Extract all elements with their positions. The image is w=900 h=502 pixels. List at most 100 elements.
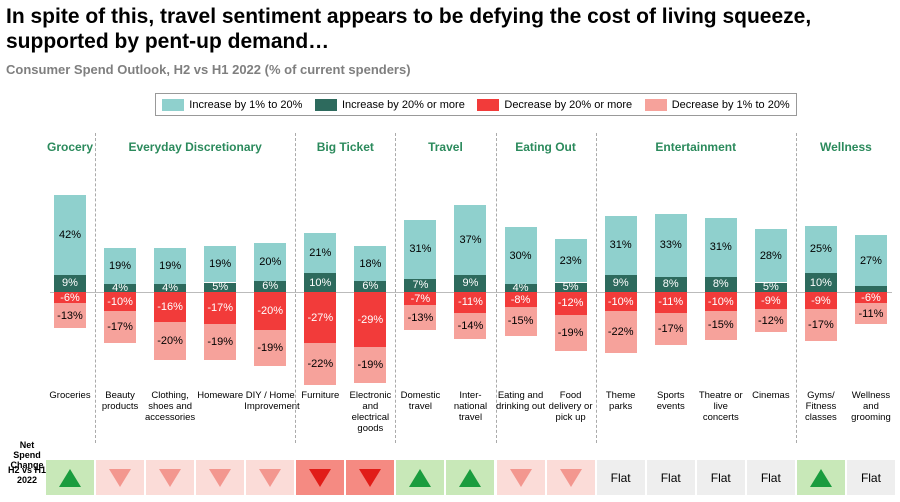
bar-segment: [704, 292, 737, 311]
bar-segment: [154, 248, 187, 285]
value-label: -10%: [107, 295, 133, 308]
value-label: 30%: [509, 249, 532, 262]
legend-label: Decrease by 20% or more: [504, 98, 633, 111]
value-label: 9%: [462, 277, 479, 290]
bar-segment: [704, 276, 737, 292]
net-change-cell: Flat: [696, 460, 745, 495]
group-divider: [395, 133, 397, 443]
value-label: 33%: [659, 239, 682, 252]
group-label: Grocery: [46, 140, 94, 154]
arrow-shape: [209, 468, 232, 487]
bar-segment: [554, 282, 587, 292]
legend-item: Decrease by 20% or more: [477, 98, 633, 111]
value-label: 8%: [662, 278, 679, 291]
bar-segment: [854, 303, 887, 325]
value-label: -10%: [707, 295, 734, 308]
value-label: 10%: [809, 276, 832, 289]
trend-arrow: [559, 468, 582, 487]
value-label: -22%: [307, 358, 334, 371]
legend-label: Increase by 20% or more: [341, 98, 465, 111]
category-label: Wellness and grooming: [851, 390, 891, 423]
value-label: -17%: [107, 321, 133, 334]
arrow-shape: [509, 468, 532, 487]
bar-segment: [504, 284, 537, 292]
bar-segment: [154, 292, 187, 323]
legend-label: Increase by 1% to 20%: [189, 98, 303, 111]
bar-segment: [554, 314, 587, 351]
trend-arrow: [309, 468, 332, 487]
arrow-shape: [809, 468, 832, 487]
arrow-shape: [559, 468, 582, 487]
value-label: 19%: [109, 260, 132, 273]
bar-segment: [754, 282, 787, 292]
net-change-cell: [496, 460, 545, 495]
category-label: Food delivery or pick up: [548, 390, 593, 423]
bar-segment: [254, 280, 287, 292]
bar-segment: [204, 292, 237, 325]
value-label: -17%: [207, 302, 234, 315]
value-label: 37%: [459, 233, 482, 246]
category-label: Electronic and electrical goods: [349, 390, 392, 434]
net-change-cell: [546, 460, 595, 495]
row-label: Net Spend Change: [10, 440, 44, 470]
net-change-cell: [246, 460, 295, 495]
value-label: 25%: [809, 243, 832, 256]
value-label: 21%: [309, 247, 332, 260]
category-label: Sports events: [656, 390, 685, 412]
arrow-shape: [159, 468, 182, 487]
bar-segment: [404, 305, 437, 330]
row-label: H2 vs H1 2022: [7, 465, 47, 485]
bar-segment: [54, 292, 86, 304]
group-label: Eating Out: [515, 140, 576, 154]
bar-segment: [54, 303, 86, 329]
bar-segment: [104, 284, 137, 292]
bar-segment: [104, 311, 137, 344]
value-label: 19%: [159, 260, 182, 273]
value-label: 27%: [859, 254, 882, 267]
category-label: Groceries: [49, 390, 91, 401]
value-label: 19%: [209, 258, 232, 271]
bar-segment: [604, 216, 637, 275]
bar-segment: [854, 235, 887, 287]
category-label: Domestic travel: [400, 390, 441, 412]
value-label: -11%: [658, 296, 684, 309]
net-change-cell: [796, 460, 845, 495]
value-label: -14%: [457, 320, 484, 333]
value-label: 6%: [262, 280, 279, 293]
group-label: Everyday Discretionary: [128, 140, 262, 154]
bar-segment: [204, 324, 237, 361]
value-label: 18%: [359, 257, 382, 270]
trend-arrow: [409, 468, 432, 487]
group-label: Wellness: [820, 140, 872, 154]
legend-swatch: [162, 98, 185, 111]
net-change-cell: [196, 460, 245, 495]
group-label: Entertainment: [655, 140, 737, 154]
bar-segment: [354, 246, 387, 281]
value-label: -19%: [357, 359, 384, 372]
category-label: Inter-national travel: [453, 390, 488, 423]
arrow-shape: [459, 468, 482, 487]
trend-arrow: [459, 468, 482, 487]
legend-swatch: [314, 98, 337, 111]
value-label: 9%: [62, 277, 78, 290]
bar-segment: [754, 309, 787, 332]
bar-segment: [354, 292, 387, 348]
value-label: 5%: [562, 281, 579, 294]
trend-arrow: [259, 468, 282, 487]
group-label: Travel: [428, 140, 463, 154]
value-label: -29%: [357, 313, 384, 326]
value-label: -17%: [657, 323, 684, 336]
value-label: -6%: [861, 291, 881, 304]
bar-segment: [154, 322, 187, 361]
legend-item: Decrease by 1% to 20%: [644, 98, 790, 111]
bar-segment: [654, 214, 687, 277]
value-label: 4%: [112, 282, 128, 295]
net-change-cell: [396, 460, 445, 495]
arrow-shape: [359, 468, 382, 487]
chart-subtitle: Consumer Spend Outlook, H2 vs H1 2022 (%…: [6, 62, 411, 77]
trend-arrow: [159, 468, 182, 487]
value-label: -9%: [761, 294, 781, 307]
bar-segment: [554, 238, 587, 283]
net-change-cell: [46, 460, 94, 495]
trend-arrow: [509, 468, 532, 487]
